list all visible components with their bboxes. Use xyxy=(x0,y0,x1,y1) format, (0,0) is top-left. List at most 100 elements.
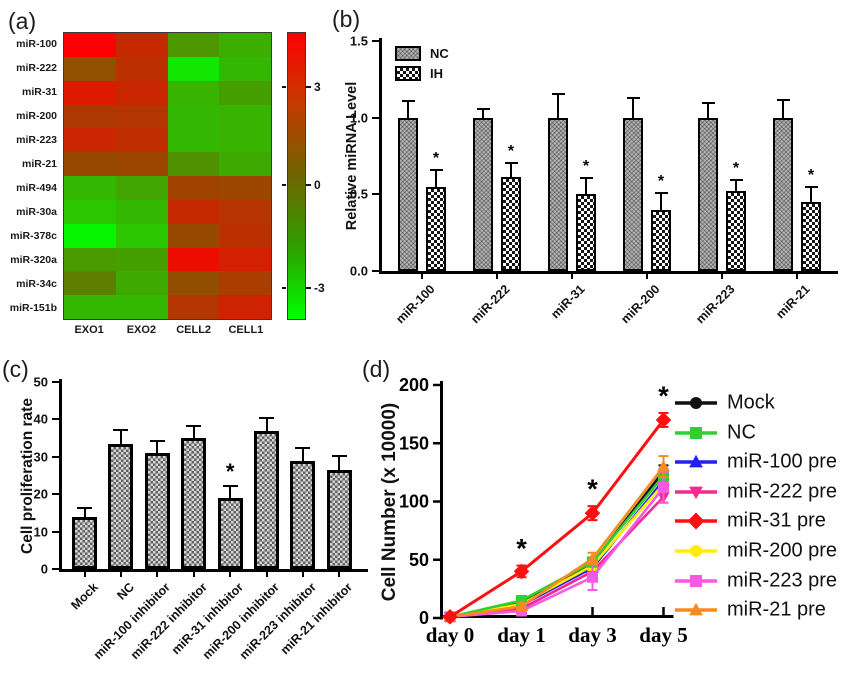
heatmap-cell-miR-30a-EXO2 xyxy=(115,199,168,224)
x-category-label: NC xyxy=(114,580,137,603)
bar-miR-223 inhibitor xyxy=(290,460,316,569)
error-bar-line xyxy=(510,163,512,180)
heatmap-cell-miR-151b-EXO1 xyxy=(64,295,116,319)
heatmap-cell-miR-494-CELL2 xyxy=(167,176,220,200)
significance-star: * xyxy=(507,142,515,160)
x-tick xyxy=(156,572,159,577)
significance-star: * xyxy=(807,167,815,185)
bar-NC-miR-222 xyxy=(473,117,493,271)
x-category-label: miR-100 xyxy=(393,282,438,327)
y-tick-label: 0 xyxy=(40,561,48,577)
heatmap-cell-miR-223-CELL1 xyxy=(219,128,271,153)
heatmap-cell-miR-151b-CELL2 xyxy=(167,295,220,319)
colorbar-tick-label: 0 xyxy=(314,177,321,192)
x-tick xyxy=(265,572,268,577)
error-bar-cap xyxy=(729,178,743,181)
error-bar-line xyxy=(660,194,662,212)
b-y-axis-label: Relative miRNA Level xyxy=(344,81,360,231)
x-tick xyxy=(496,274,498,279)
legend-marker xyxy=(689,602,703,616)
significance-star: * xyxy=(516,534,527,564)
panel-b-label: (b) xyxy=(332,6,361,32)
heatmap-cell-miR-100-CELL2 xyxy=(167,33,220,57)
bar-NC xyxy=(108,443,134,569)
bar-miR-21 inhibitor xyxy=(326,469,352,569)
error-bar-line xyxy=(407,102,409,120)
heatmap-cell-miR-30a-CELL1 xyxy=(219,199,271,224)
error-bar-line xyxy=(265,419,268,433)
d-y-tick-label: 50 xyxy=(409,550,429,570)
d-legend-marker-miR-222 pre xyxy=(675,486,717,499)
d-legend-marker-miR-200 pre xyxy=(675,545,717,557)
heatmap-row-label: miR-378c xyxy=(10,230,57,242)
y-tick xyxy=(52,530,59,533)
error-bar-cap xyxy=(186,424,202,427)
data-point-miR-21 pre xyxy=(515,599,528,612)
x-tick xyxy=(192,572,195,577)
colorbar xyxy=(287,32,306,320)
y-tick xyxy=(372,40,379,42)
d-x-category-label: day 0 xyxy=(426,623,474,647)
x-tick xyxy=(119,572,122,577)
error-bar-line xyxy=(229,486,232,500)
series-line-miR-31 pre xyxy=(449,419,665,619)
series-line-miR-223 pre xyxy=(449,486,665,619)
x-tick xyxy=(83,572,86,577)
heatmap-cell-miR-21-CELL2 xyxy=(167,152,220,176)
panel-d-line-chart: (d) Cell Number (x 10000) 0 50 100 150 200 da… xyxy=(360,350,847,684)
heatmap-cell-miR-223-EXO2 xyxy=(115,128,168,153)
colorbar-tick-label: -3 xyxy=(314,281,325,296)
y-tick-label: 0.0 xyxy=(349,263,368,279)
heatmap-cell-miR-21-CELL1 xyxy=(219,152,271,176)
panel-b-bar-chart: (b) Relative miRNA Level 0.0 0.5 1.0 1.5 * mi… xyxy=(330,0,847,350)
colorbar-tick xyxy=(282,85,286,88)
heatmap-cell-miR-320a-EXO2 xyxy=(115,247,168,272)
d-legend-label-miR-200 pre: miR-200 pre xyxy=(727,539,838,562)
d-x-category-label: day 3 xyxy=(568,623,616,647)
d-legend-marker-miR-21 pre xyxy=(675,602,717,616)
legend-marker xyxy=(690,397,702,409)
error-bar-cap xyxy=(476,108,490,110)
error-bar-line xyxy=(301,449,304,463)
error-bar-cap xyxy=(331,454,347,457)
significance-star: * xyxy=(225,458,235,484)
heatmap-cell-miR-200-EXO2 xyxy=(115,104,168,129)
d-legend-marker-Mock xyxy=(675,397,717,409)
heatmap-row-label: miR-31 xyxy=(21,86,57,98)
d-legend-marker-NC xyxy=(675,426,717,439)
heatmap-row-label: miR-494 xyxy=(16,182,57,194)
y-tick xyxy=(52,418,59,421)
heatmap-cell-miR-31-EXO1 xyxy=(64,80,116,105)
heatmap-col-label: EXO1 xyxy=(74,324,104,336)
error-bar-cap xyxy=(113,428,129,431)
heatmap-cell-miR-100-CELL1 xyxy=(219,33,271,57)
bar-NC-miR-223 xyxy=(698,117,718,271)
error-bar-cap xyxy=(295,447,311,450)
heatmap-cell-miR-31-CELL1 xyxy=(219,80,271,105)
x-tick xyxy=(301,572,304,577)
heatmap-row-label: miR-200 xyxy=(16,110,57,122)
x-axis xyxy=(379,271,838,274)
significance-star: * xyxy=(587,474,598,504)
heatmap-cell-miR-320a-CELL1 xyxy=(219,247,271,272)
y-tick-label: 1.0 xyxy=(349,110,368,126)
bar-NC-miR-100 xyxy=(398,117,418,271)
x-category-label: miR-223 xyxy=(693,282,738,327)
error-bar-line xyxy=(632,99,634,120)
bar-IH-miR-223 xyxy=(726,191,746,271)
x-category-label: miR-31 xyxy=(548,282,588,322)
error-bar-line xyxy=(83,509,86,519)
heatmap-cell-miR-200-EXO1 xyxy=(64,104,116,129)
error-bar-cap xyxy=(401,100,415,103)
y-axis xyxy=(379,38,382,274)
error-bar-line xyxy=(707,103,709,120)
significance-star: * xyxy=(732,159,740,177)
heatmap-cell-miR-222-CELL2 xyxy=(167,56,220,81)
x-tick xyxy=(229,572,232,577)
error-bar-cap xyxy=(701,101,715,104)
data-point-miR-21 pre xyxy=(586,551,599,564)
y-tick xyxy=(52,493,59,496)
colorbar-tick xyxy=(306,183,311,186)
heatmap-col-label: CELL2 xyxy=(176,324,212,336)
d-plot-svg: 0 50 100 150 200 day 0 day 1 day 3 day 5 * * * xyxy=(399,375,688,647)
